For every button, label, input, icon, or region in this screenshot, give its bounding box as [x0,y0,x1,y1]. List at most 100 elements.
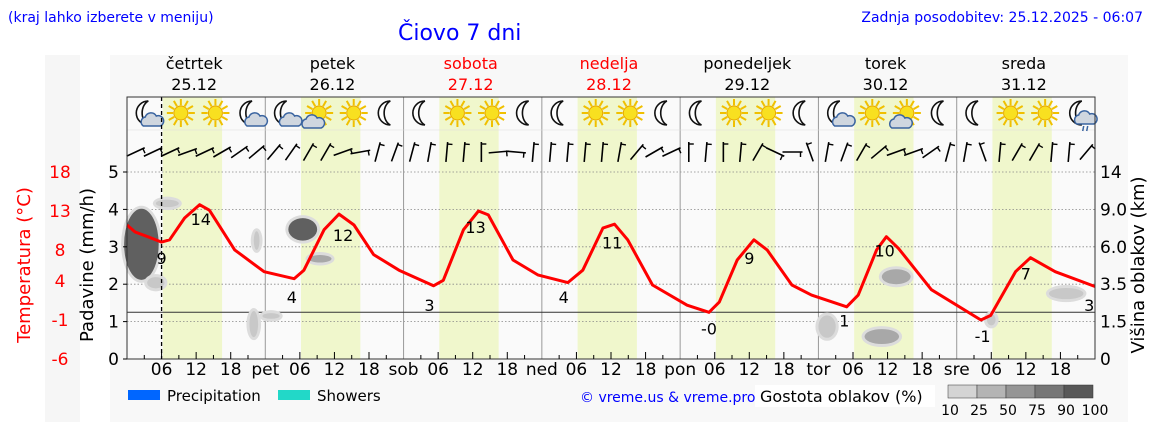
sun-ray [1013,119,1019,126]
sun-ray [598,100,604,107]
day-date: 30.12 [863,75,909,94]
cloud-area-core [308,255,332,263]
temp-tick-label: 8 [55,241,66,261]
wind-feather [379,143,385,147]
moon-icon [550,100,564,126]
sun-ray [484,119,490,126]
sun-ray [771,100,777,107]
wind-barb [998,141,1006,163]
time-tick-label: 12 [324,360,346,380]
sun-ray [359,105,367,111]
wind-barb [752,142,767,162]
sun-ray [760,100,766,107]
sun-disc [1003,105,1019,121]
wind-shaft [390,142,400,162]
sun-ray [633,119,639,126]
temperature-label: -1 [975,327,991,346]
sun-ray [345,100,351,107]
cloud-height-tick-label: 1.5 [1100,313,1127,333]
wind-shaft [765,147,785,157]
moon-icon [792,100,806,126]
sun-disc [207,105,223,121]
wind-barb [704,141,712,163]
sun-ray [721,115,728,121]
daylight-band [162,97,223,359]
wind-feather [159,148,163,154]
sun-ray [878,115,885,121]
wind-feather [367,150,370,156]
moon-icon [930,100,944,126]
sun-disc [864,105,880,121]
wind-barb [978,142,987,162]
moon-icon [377,100,391,126]
wind-barb [505,150,526,158]
sun-ray [598,119,604,126]
wind-shaft [230,145,249,159]
wind-shaft [855,142,868,162]
precip-tick-label: 5 [108,163,119,183]
sun-ray [1048,100,1054,107]
wind-feather [761,144,767,149]
day-name: torek [865,54,907,73]
time-tick-label: 06 [842,360,864,380]
wind-barb [195,147,215,157]
wind-barb [548,141,557,163]
sun-icon [478,99,506,127]
time-tick-label: 18 [1050,360,1072,380]
sun-icon [581,99,610,127]
time-tick-label: 12 [462,360,484,380]
moon-icon [965,100,979,126]
sun-ray [636,105,643,111]
sun-ray [864,100,870,107]
temperature-label: 9 [156,249,166,268]
sun-ray [771,119,777,126]
wind-feather [620,143,627,146]
sun-icon [858,99,887,127]
moon-cloud-icon [239,100,269,127]
wind-shaft [488,150,509,154]
cloud-area-core [864,329,900,345]
sun-ray [498,115,505,121]
moon-icon [930,100,944,126]
wind-barb [645,146,665,158]
region-hint-link[interactable]: (kraj lahko izberete v meniju) [8,10,214,26]
wind-barb [284,143,301,161]
sun-ray [1013,100,1019,107]
wind-barb [302,142,318,162]
sun-ray [218,119,224,126]
time-tick-label: 18 [220,360,242,380]
weather-icons [135,99,1098,132]
colorbar-swatch [1005,384,1036,399]
page-title: Čiovo 7 dni [398,20,521,46]
wind-feather [966,143,972,146]
sun-ray [1051,105,1058,111]
wind-shaft [266,143,281,161]
cloud-icon [244,112,269,127]
moon-icon [688,100,702,126]
wind-shaft [333,147,353,157]
wind-barb [765,147,785,161]
precip-tick-label: 2 [108,275,119,295]
wind-feather [641,145,647,150]
sun-ray [325,115,332,121]
sun-ray [183,119,189,126]
sun-ray [617,115,625,121]
wind-barb [374,142,385,162]
copyright-link[interactable]: © vreme.us & vreme.pro [580,390,755,406]
sun-icon [166,99,195,127]
wind-feather [979,142,985,146]
wind-shaft [408,142,416,162]
sun-ray [875,119,881,126]
sun-ray [322,100,328,107]
sun-ray [172,100,178,107]
wind-shaft [840,142,849,162]
sun-ray [909,100,915,107]
wind-feather [176,148,181,154]
wind-barb [886,147,907,157]
daylight-bands [162,97,1052,359]
cloud-area-core [155,199,179,208]
time-tick-label: 06 [151,360,173,380]
wind-feather [678,148,682,154]
wind-feather [1020,144,1026,149]
